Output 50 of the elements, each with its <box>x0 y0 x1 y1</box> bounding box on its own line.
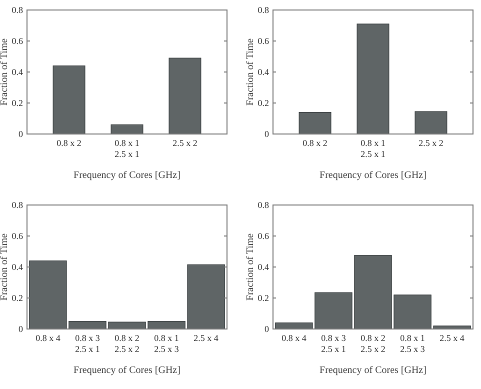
y-axis-title: Fraction of Time <box>0 38 10 106</box>
x-tick-label: 0.8 x 2 2.5 x 2 <box>360 333 386 354</box>
x-axis-title: Frequency of Cores [GHz] <box>320 170 426 181</box>
bar <box>110 124 144 134</box>
y-tick-label: 0.2 <box>12 98 23 108</box>
bar <box>298 112 332 134</box>
x-tick-label: 2.5 x 2 <box>172 138 198 148</box>
y-tick-label: 0 <box>18 129 24 140</box>
bar <box>52 66 86 134</box>
y-tick-label: 0.8 <box>12 5 24 16</box>
x-tick-label: 0.8 x 1 2.5 x 3 <box>400 333 426 354</box>
y-tick-label: 0 <box>264 129 270 140</box>
bar <box>168 58 202 134</box>
y-tick-label: 0.6 <box>258 231 270 242</box>
y-tick-label: 0.4 <box>258 262 270 272</box>
x-tick-label: 0.8 x 3 2.5 x 1 <box>75 333 100 354</box>
y-tick-label: 0.2 <box>258 293 269 304</box>
x-tick-label: 0.8 x 2 <box>302 138 328 148</box>
x-tick-label: 0.8 x 1 2.5 x 1 <box>360 138 386 159</box>
y-tick-label: 0.8 <box>258 200 270 210</box>
y-tick-label: 0.8 <box>258 5 270 16</box>
x-tick-label: 0.8 x 1 2.5 x 3 <box>154 333 180 354</box>
y-tick-label: 0.8 <box>12 200 24 210</box>
y-tick-label: 0.6 <box>12 36 24 46</box>
y-tick-label: 0.4 <box>258 67 270 78</box>
x-tick-label: 2.5 x 4 <box>440 333 465 343</box>
y-tick-label: 0.6 <box>258 36 270 46</box>
bar <box>414 111 448 134</box>
y-tick-label: 0.6 <box>12 231 24 242</box>
x-axis-title: Frequency of Cores [GHz] <box>320 365 426 376</box>
x-tick-label: 0.8 x 4 <box>282 333 307 343</box>
x-tick-label: 2.5 x 4 <box>194 333 219 343</box>
x-tick-label: 0.8 x 3 2.5 x 1 <box>321 333 346 354</box>
y-axis-title: Fraction of Time <box>0 232 10 301</box>
y-tick-label: 0 <box>264 324 270 334</box>
y-tick-label: 0.2 <box>12 293 23 304</box>
x-tick-label: 2.5 x 2 <box>418 138 444 148</box>
y-axis-title: Fraction of Time <box>245 232 256 301</box>
x-axis-title: Frequency of Cores [GHz] <box>74 365 180 376</box>
bar <box>356 24 390 134</box>
x-tick-label: 0.8 x 2 2.5 x 2 <box>114 333 140 354</box>
y-tick-label: 0.4 <box>12 67 24 78</box>
y-axis-title: Fraction of Time <box>245 38 256 106</box>
x-axis-title: Frequency of Cores [GHz] <box>74 170 180 181</box>
x-tick-label: 0.8 x 2 <box>56 138 82 148</box>
x-tick-label: 0.8 x 1 2.5 x 1 <box>114 138 140 159</box>
x-tick-label: 0.8 x 4 <box>36 333 61 343</box>
y-tick-label: 0.4 <box>12 262 24 272</box>
y-tick-label: 0.2 <box>258 98 269 108</box>
y-tick-label: 0 <box>18 324 24 334</box>
